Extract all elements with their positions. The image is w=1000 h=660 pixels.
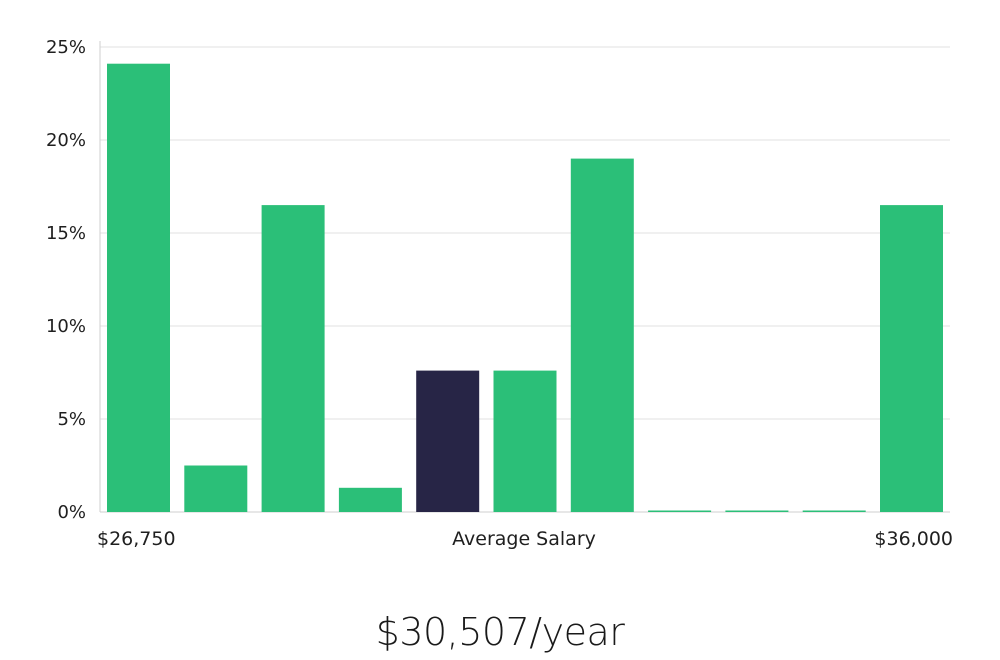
bar [107,63,170,512]
bar [493,370,557,512]
bar [802,510,866,512]
y-tick-label: 20% [46,130,86,151]
x-axis-max-label: $36,000 [874,528,953,550]
bars [107,63,943,512]
bar [648,510,712,512]
salary-histogram: 0% 5% 10% 15% 20% 25% [46,37,950,523]
bar [261,205,325,512]
bar [570,158,634,512]
bar-highlighted [416,370,480,512]
x-axis-title: Average Salary [452,528,596,550]
average-salary-value: $30,507/year [375,610,625,654]
bar [880,205,943,512]
y-tick-label: 15% [46,223,86,244]
bar [184,465,248,512]
x-axis-min-label: $26,750 [97,528,176,550]
y-tick-label: 5% [57,409,86,430]
y-tick-label: 0% [57,502,86,523]
bar [725,510,789,512]
y-axis-tick-labels: 0% 5% 10% 15% 20% 25% [46,37,86,523]
bar [338,487,402,512]
y-tick-label: 10% [46,316,86,337]
y-tick-label: 25% [46,37,86,58]
